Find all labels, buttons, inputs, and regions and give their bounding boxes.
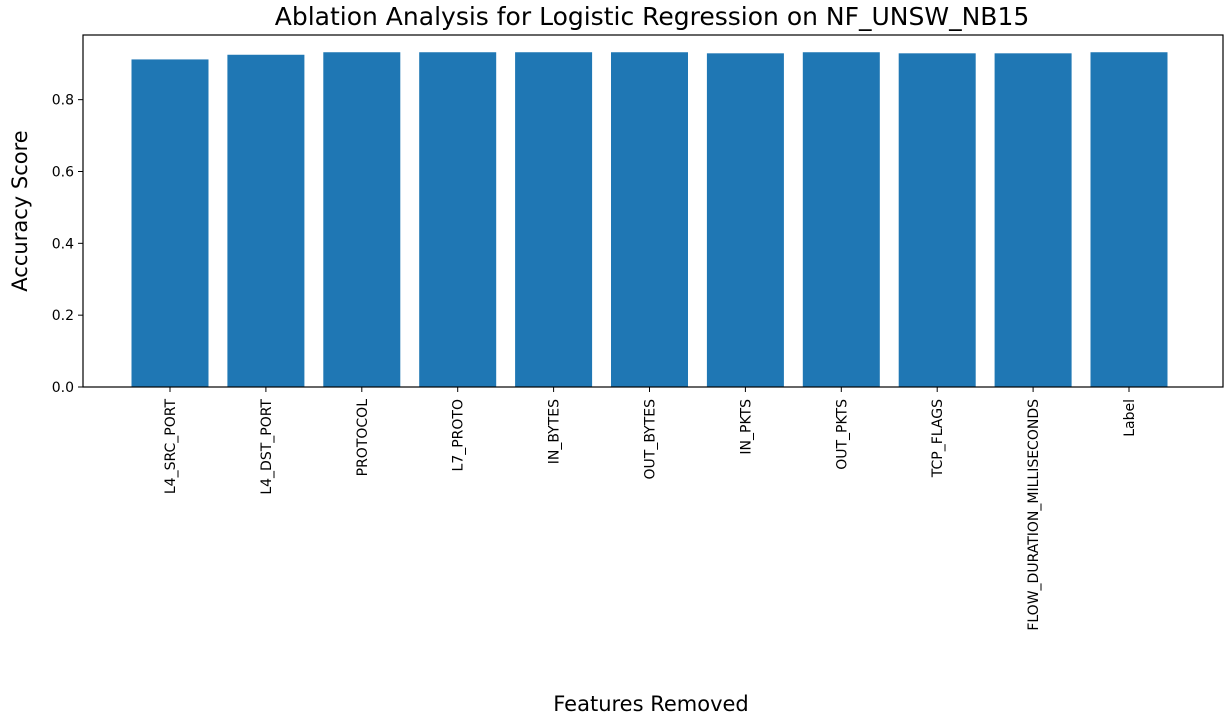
- bar: [227, 54, 305, 388]
- bar: [515, 52, 593, 388]
- x-tick-label: PROTOCOL: [355, 399, 371, 477]
- y-tick-label: 0.8: [52, 93, 74, 109]
- y-tick-label: 0.0: [52, 380, 74, 396]
- bar: [1090, 52, 1168, 388]
- x-tick-label: OUT_PKTS: [834, 399, 850, 470]
- x-axis-label: Features Removed: [553, 692, 749, 716]
- bar: [994, 53, 1072, 388]
- bar: [898, 53, 976, 388]
- y-axis-label: Accuracy Score: [8, 130, 32, 291]
- bar: [131, 59, 209, 387]
- bar: [611, 52, 688, 388]
- x-tick-label: L4_DST_PORT: [259, 399, 275, 495]
- bar: [419, 52, 497, 388]
- x-tick-label: IN_PKTS: [738, 399, 754, 455]
- x-tick-label: OUT_BYTES: [643, 399, 659, 480]
- y-tick-label: 0.2: [52, 308, 74, 324]
- x-tick-label: IN_BYTES: [547, 399, 563, 464]
- bar: [802, 52, 880, 388]
- x-tick-label: TCP_FLAGS: [930, 399, 946, 478]
- y-tick-label: 0.4: [52, 236, 74, 252]
- x-tick-label: Label: [1122, 399, 1138, 437]
- plot-frame: [82, 34, 1224, 388]
- x-tick-label: L4_SRC_PORT: [163, 399, 179, 495]
- y-axis-ticks: 0.0 0.2 0.4 0.6 0.8: [52, 93, 83, 396]
- bar: [323, 52, 401, 388]
- x-axis-ticks: L4_SRC_PORT L4_DST_PORT PROTOCOL L7_PROTO IN…: [163, 387, 1138, 631]
- y-tick-label: 0.6: [52, 164, 74, 180]
- x-tick-label: L7_PROTO: [451, 399, 467, 471]
- bar: [706, 53, 784, 388]
- x-tick-label: FLOW_DURATION_MILLISECONDS: [1026, 399, 1042, 631]
- chart-title: Ablation Analysis for Logistic Regressio…: [275, 2, 1030, 31]
- bars: [131, 52, 1168, 388]
